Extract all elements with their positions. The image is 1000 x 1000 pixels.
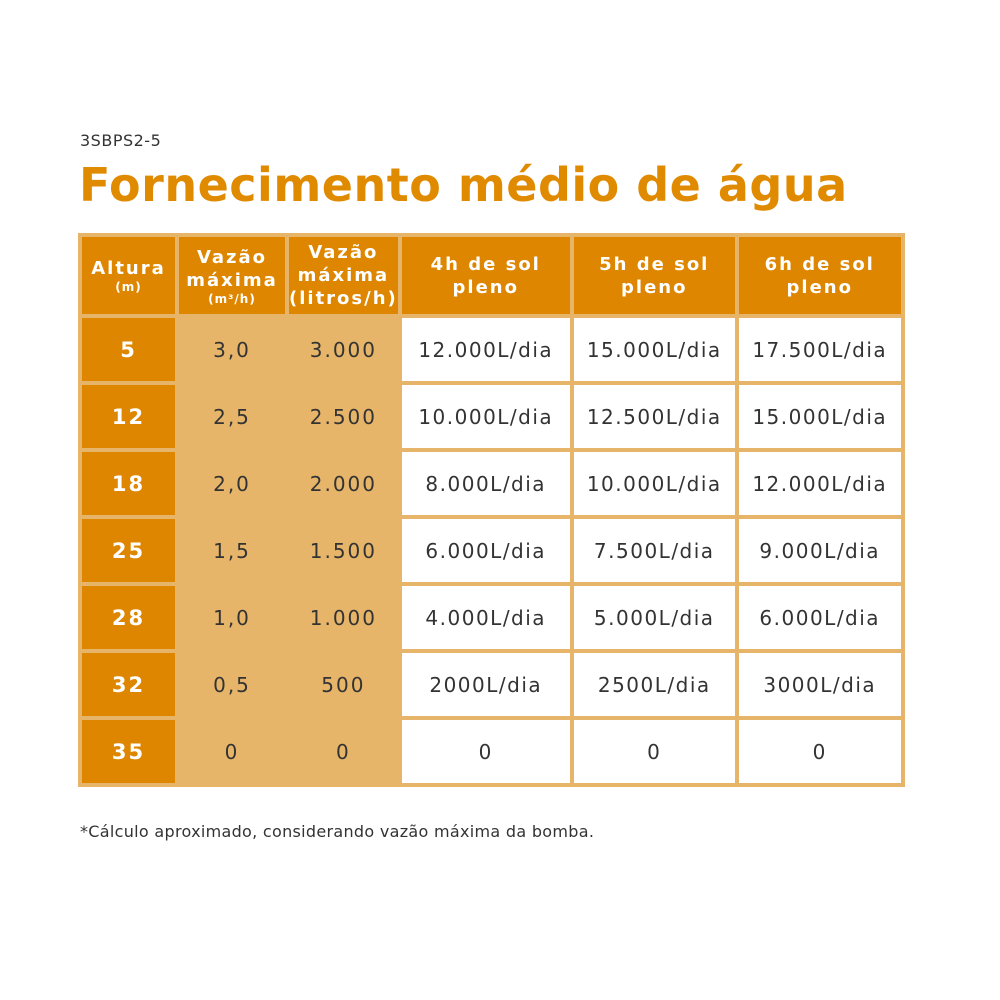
cell-altura: 5 <box>82 318 175 381</box>
table-row: 28 1,0 1.000 4.000L/dia 5.000L/dia 6.000… <box>82 586 901 649</box>
cell-5h-sol: 2500L/dia <box>573 653 735 716</box>
footnote: *Cálculo aproximado, considerando vazão … <box>80 822 595 841</box>
table-header-row: Altura (m) Vazão máxima (m³/h) Vazão máx… <box>82 237 901 314</box>
cell-vazao-litros: 3.000 <box>289 318 398 381</box>
cell-vazao-m3h: 1,0 <box>179 586 285 649</box>
header-vazao-m3h: Vazão máxima (m³/h) <box>179 237 285 314</box>
table-row: 5 3,0 3.000 12.000L/dia 15.000L/dia 17.5… <box>82 318 901 381</box>
cell-5h-sol: 7.500L/dia <box>573 519 735 582</box>
cell-6h-sol: 15.000L/dia <box>738 385 901 448</box>
cell-vazao-litros: 2.000 <box>289 452 398 515</box>
cell-4h-sol: 4.000L/dia <box>401 586 570 649</box>
header-6h-sol: 6h de sol pleno <box>738 237 901 314</box>
cell-altura: 18 <box>82 452 175 515</box>
cell-4h-sol: 6.000L/dia <box>401 519 570 582</box>
table-row: 25 1,5 1.500 6.000L/dia 7.500L/dia 9.000… <box>82 519 901 582</box>
cell-6h-sol: 12.000L/dia <box>738 452 901 515</box>
cell-vazao-litros: 1.000 <box>289 586 398 649</box>
table-row: 18 2,0 2.000 8.000L/dia 10.000L/dia 12.0… <box>82 452 901 515</box>
table-row: 32 0,5 500 2000L/dia 2500L/dia 3000L/dia <box>82 653 901 716</box>
cell-5h-sol: 0 <box>573 720 735 783</box>
cell-vazao-m3h: 3,0 <box>179 318 285 381</box>
cell-4h-sol: 8.000L/dia <box>401 452 570 515</box>
cell-4h-sol: 12.000L/dia <box>401 318 570 381</box>
cell-5h-sol: 5.000L/dia <box>573 586 735 649</box>
table-row: 35 0 0 0 0 0 <box>82 720 901 783</box>
cell-6h-sol: 0 <box>738 720 901 783</box>
header-vazao-litros: Vazão máxima (litros/h) <box>289 237 398 314</box>
header-4h-sol: 4h de sol pleno <box>401 237 570 314</box>
cell-vazao-litros: 500 <box>289 653 398 716</box>
cell-vazao-litros: 2.500 <box>289 385 398 448</box>
cell-6h-sol: 9.000L/dia <box>738 519 901 582</box>
cell-5h-sol: 10.000L/dia <box>573 452 735 515</box>
cell-altura: 12 <box>82 385 175 448</box>
cell-altura: 28 <box>82 586 175 649</box>
cell-4h-sol: 0 <box>401 720 570 783</box>
cell-5h-sol: 15.000L/dia <box>573 318 735 381</box>
cell-4h-sol: 10.000L/dia <box>401 385 570 448</box>
cell-vazao-m3h: 2,5 <box>179 385 285 448</box>
cell-altura: 25 <box>82 519 175 582</box>
cell-vazao-m3h: 1,5 <box>179 519 285 582</box>
cell-5h-sol: 12.500L/dia <box>573 385 735 448</box>
cell-altura: 35 <box>82 720 175 783</box>
header-altura: Altura (m) <box>82 237 175 314</box>
cell-altura: 32 <box>82 653 175 716</box>
table-row: 12 2,5 2.500 10.000L/dia 12.500L/dia 15.… <box>82 385 901 448</box>
cell-vazao-litros: 0 <box>289 720 398 783</box>
cell-6h-sol: 6.000L/dia <box>738 586 901 649</box>
cell-6h-sol: 3000L/dia <box>738 653 901 716</box>
cell-vazao-m3h: 0,5 <box>179 653 285 716</box>
cell-4h-sol: 2000L/dia <box>401 653 570 716</box>
cell-vazao-m3h: 0 <box>179 720 285 783</box>
cell-6h-sol: 17.500L/dia <box>738 318 901 381</box>
header-5h-sol: 5h de sol pleno <box>573 237 735 314</box>
cell-vazao-litros: 1.500 <box>289 519 398 582</box>
cell-vazao-m3h: 2,0 <box>179 452 285 515</box>
water-supply-table: Altura (m) Vazão máxima (m³/h) Vazão máx… <box>78 233 905 787</box>
page-title: Fornecimento médio de água <box>79 158 848 212</box>
model-code: 3SBPS2-5 <box>80 131 162 150</box>
